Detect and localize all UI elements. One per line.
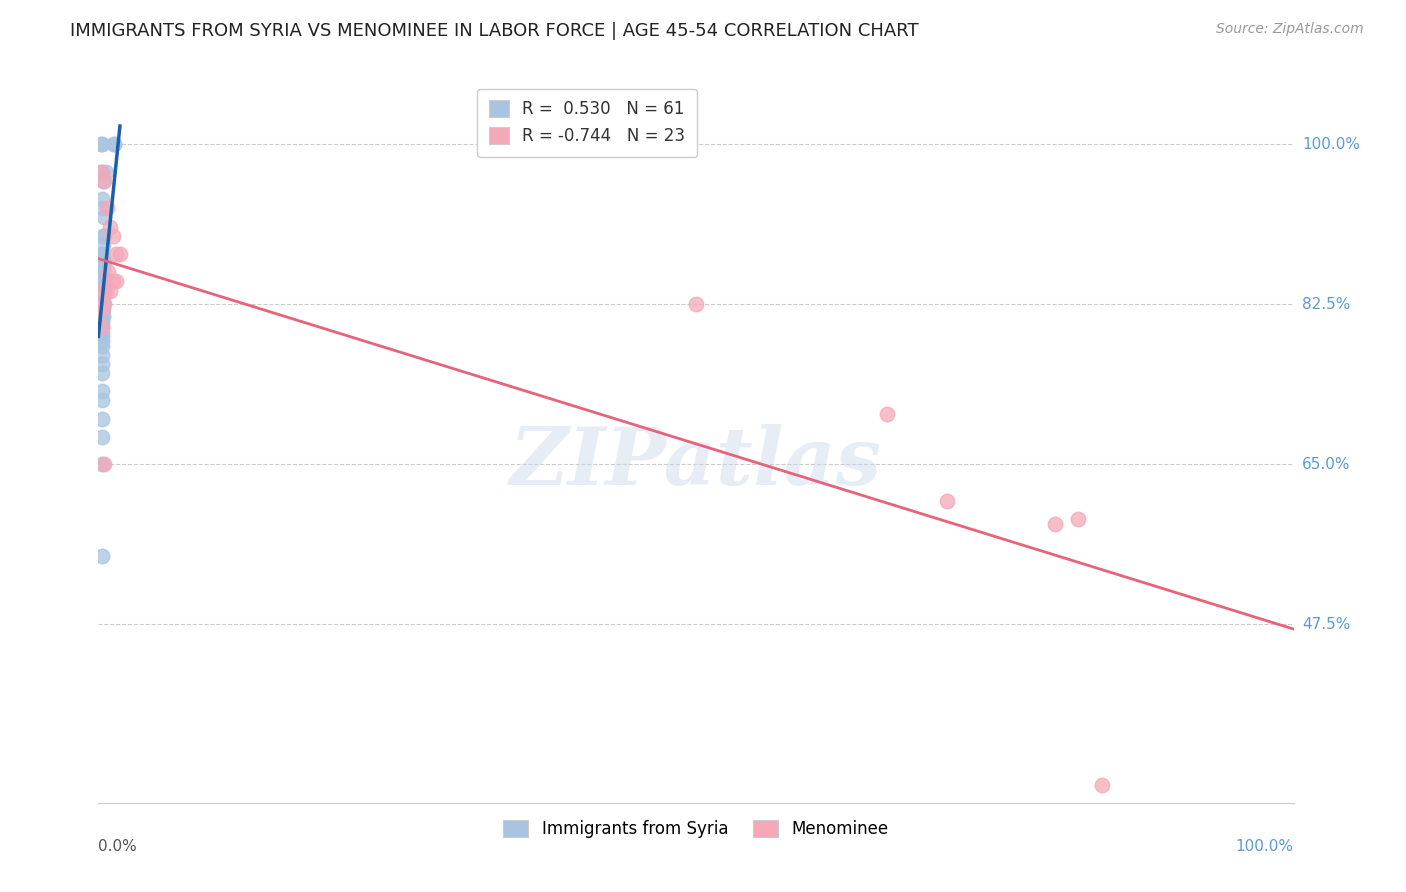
Point: [90, 137, 112, 152]
Point: [1091, 777, 1114, 791]
Point: [91, 303, 114, 318]
Point: [91, 430, 114, 444]
Point: [91, 252, 114, 266]
Point: [103, 137, 125, 152]
Text: IMMIGRANTS FROM SYRIA VS MENOMINEE IN LABOR FORCE | AGE 45-54 CORRELATION CHART: IMMIGRANTS FROM SYRIA VS MENOMINEE IN LA…: [70, 22, 920, 40]
Point: [91, 301, 114, 316]
Point: [876, 407, 898, 421]
Point: [91, 165, 114, 179]
Point: [91, 320, 114, 334]
Point: [91, 202, 114, 216]
Point: [91, 306, 114, 320]
Point: [93, 458, 115, 472]
Point: [1067, 512, 1090, 526]
Point: [91, 137, 114, 152]
Point: [101, 275, 124, 289]
Point: [91, 275, 114, 289]
Point: [91, 411, 114, 425]
Point: [936, 494, 959, 508]
Point: [103, 137, 125, 152]
Point: [91, 279, 114, 293]
Point: [91, 306, 114, 320]
Point: [90, 165, 112, 179]
Point: [94, 284, 117, 298]
Point: [91, 192, 114, 206]
Point: [91, 291, 114, 305]
Text: Source: ZipAtlas.com: Source: ZipAtlas.com: [1216, 22, 1364, 37]
Point: [93, 211, 115, 225]
Point: [93, 174, 115, 188]
Point: [91, 288, 114, 302]
Point: [91, 238, 114, 252]
Point: [91, 275, 114, 289]
Point: [91, 301, 114, 316]
Point: [1043, 516, 1066, 531]
Point: [91, 269, 114, 284]
Text: 47.5%: 47.5%: [1302, 617, 1350, 632]
Point: [91, 549, 114, 563]
Point: [91, 316, 114, 330]
Point: [91, 260, 114, 275]
Point: [91, 348, 114, 362]
Point: [93, 256, 115, 270]
Point: [91, 325, 114, 339]
Text: 0.0%: 0.0%: [98, 838, 138, 854]
Text: 100.0%: 100.0%: [1236, 838, 1294, 854]
Point: [685, 297, 707, 311]
Point: [91, 284, 114, 298]
Point: [91, 285, 114, 300]
Point: [97, 265, 120, 279]
Point: [91, 310, 114, 324]
Point: [91, 320, 114, 334]
Point: [98, 284, 122, 298]
Point: [91, 284, 114, 298]
Point: [94, 165, 117, 179]
Point: [91, 393, 114, 408]
Text: 100.0%: 100.0%: [1302, 136, 1360, 152]
Point: [91, 301, 114, 316]
Text: ZIPatlas: ZIPatlas: [510, 425, 882, 502]
Point: [91, 384, 114, 399]
Point: [91, 311, 114, 326]
Point: [93, 228, 115, 243]
Point: [91, 338, 114, 352]
Point: [91, 228, 114, 243]
Point: [91, 256, 114, 270]
Point: [91, 174, 114, 188]
Point: [91, 284, 114, 298]
Point: [96, 202, 118, 216]
Point: [91, 294, 114, 309]
Point: [108, 247, 131, 261]
Point: [91, 458, 114, 472]
Point: [91, 247, 114, 261]
Point: [91, 329, 114, 343]
Point: [91, 252, 114, 266]
Point: [91, 288, 114, 302]
Text: 82.5%: 82.5%: [1302, 297, 1350, 312]
Point: [91, 357, 114, 371]
Legend: Immigrants from Syria, Menominee: Immigrants from Syria, Menominee: [496, 814, 896, 845]
Point: [93, 297, 115, 311]
Point: [91, 297, 114, 311]
Text: 65.0%: 65.0%: [1302, 457, 1350, 472]
Point: [91, 299, 114, 313]
Point: [91, 247, 114, 261]
Point: [91, 366, 114, 380]
Point: [91, 334, 114, 348]
Point: [101, 228, 124, 243]
Point: [105, 247, 128, 261]
Point: [91, 265, 114, 279]
Point: [98, 219, 122, 234]
Point: [91, 297, 114, 311]
Point: [91, 293, 114, 307]
Point: [91, 269, 114, 284]
Point: [91, 279, 114, 293]
Point: [91, 313, 114, 327]
Point: [105, 275, 128, 289]
